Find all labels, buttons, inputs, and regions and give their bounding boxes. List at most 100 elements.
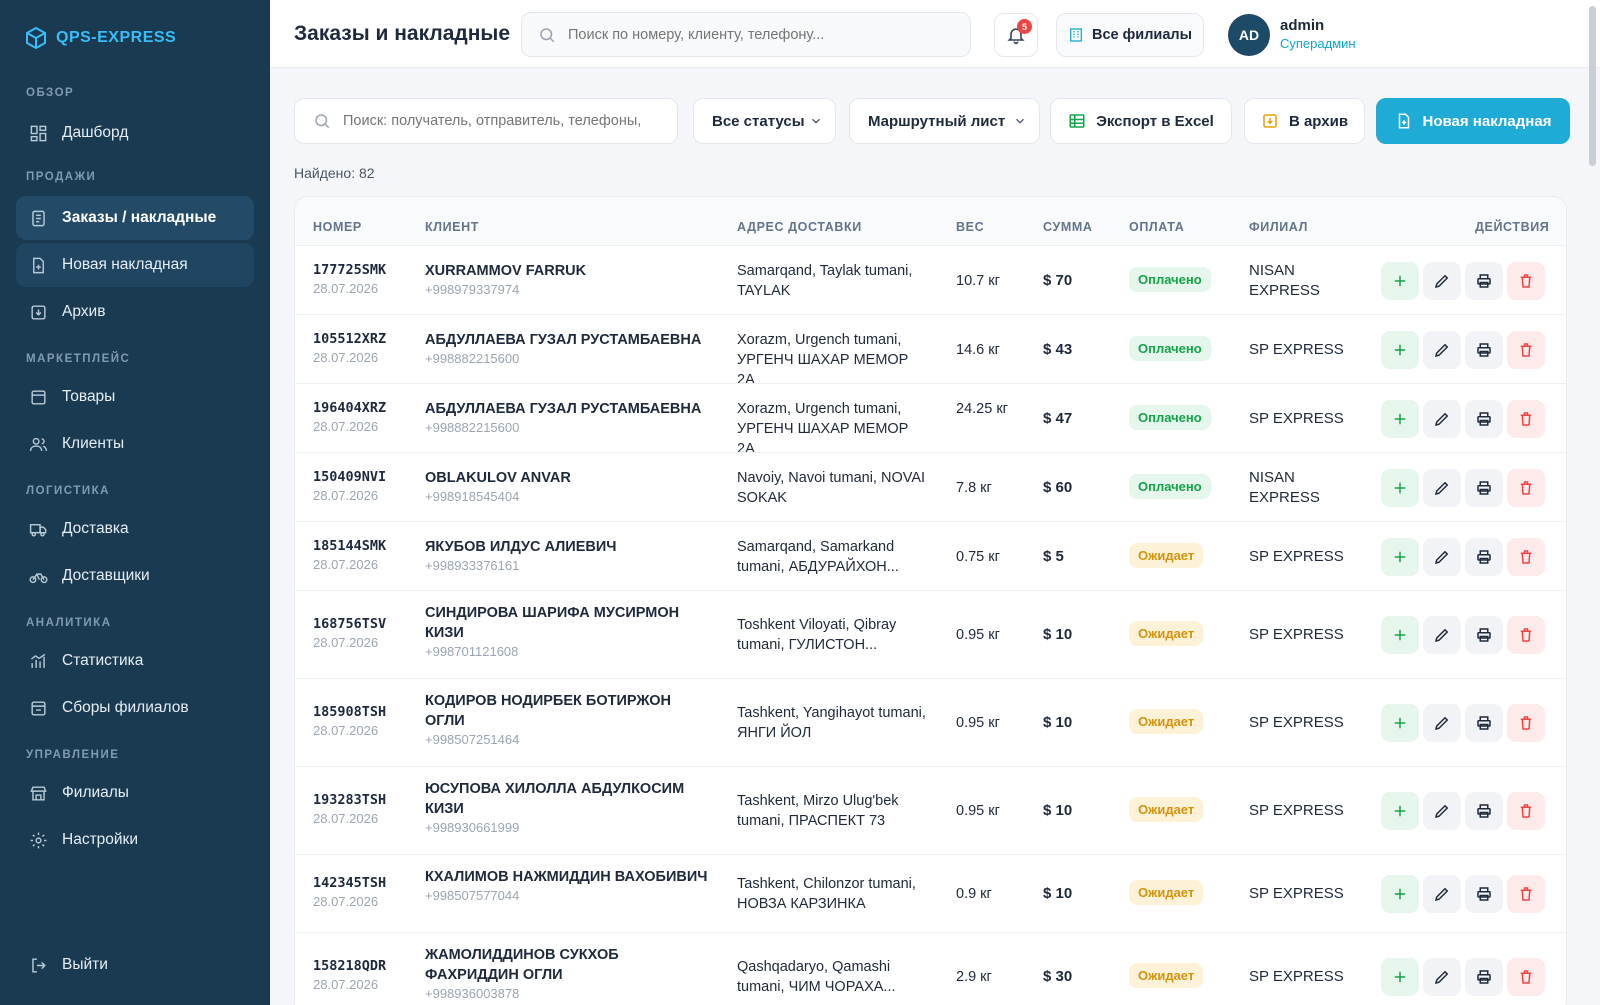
print-button[interactable] <box>1465 330 1503 369</box>
status-select[interactable]: Все статусы <box>693 98 836 144</box>
sidebar-item-products[interactable]: Товары <box>16 375 254 419</box>
order-number[interactable]: 150409NVI <box>313 468 387 485</box>
order-number[interactable]: 196404XRZ <box>313 399 387 416</box>
print-button[interactable] <box>1465 616 1503 654</box>
delete-button[interactable] <box>1507 261 1545 300</box>
sidebar-item-dashboard[interactable]: Дашборд <box>16 111 254 155</box>
avatar[interactable]: AD <box>1228 14 1270 56</box>
sidebar-item-branch-collections[interactable]: Сборы филиалов <box>16 686 254 730</box>
edit-button[interactable] <box>1423 704 1461 742</box>
print-button[interactable] <box>1465 261 1503 300</box>
delivery-address: Tashkent, Chilonzor tumani, НОВЗА КАРЗИН… <box>737 876 916 912</box>
table-row[interactable]: 185908TSH 28.07.2026 КОДИРОВ НОДИРБЕК БОТИ… <box>295 678 1566 766</box>
print-button[interactable] <box>1465 399 1503 438</box>
column-header-branch[interactable]: ФИЛИАЛ <box>1249 220 1308 234</box>
delete-button[interactable] <box>1507 616 1545 654</box>
print-button[interactable] <box>1465 704 1503 742</box>
print-button[interactable] <box>1465 468 1503 507</box>
to-archive-button[interactable]: В архив <box>1244 98 1365 144</box>
branch-filter-button[interactable]: Все филиалы <box>1056 13 1204 57</box>
column-header-address[interactable]: АДРЕС ДОСТАВКИ <box>737 220 862 234</box>
sidebar-item-branches[interactable]: Филиалы <box>16 771 254 815</box>
global-search[interactable] <box>521 12 971 57</box>
table-row[interactable]: 158218QDR 28.07.2026 ЖАМОЛИДДИНОВ СУКХОБ Ф… <box>295 932 1566 1005</box>
delete-button[interactable] <box>1507 537 1545 576</box>
table-row[interactable]: 193283TSH 28.07.2026 ЮСУПОВА ХИЛОЛЛА АБДУЛ… <box>295 766 1566 854</box>
sidebar-item-clients[interactable]: Клиенты <box>16 422 254 466</box>
order-number[interactable]: 168756TSV <box>313 616 387 632</box>
new-invoice-button[interactable]: Новая накладная <box>1376 98 1570 144</box>
add-item-button[interactable] <box>1381 399 1419 438</box>
order-date: 28.07.2026 <box>313 556 379 572</box>
add-item-button[interactable] <box>1381 704 1419 742</box>
add-item-button[interactable] <box>1381 261 1419 300</box>
sidebar-item-settings[interactable]: Настройки <box>16 818 254 862</box>
notifications-button[interactable]: 5 <box>994 13 1038 57</box>
new-invoice-label: Новая накладная <box>1422 112 1552 130</box>
order-number[interactable]: 185144SMK <box>313 537 387 554</box>
print-button[interactable] <box>1465 537 1503 576</box>
sidebar-item-orders[interactable]: Заказы / накладные <box>16 196 254 240</box>
add-item-button[interactable] <box>1381 616 1419 654</box>
global-search-input[interactable] <box>568 26 948 43</box>
bike-icon <box>28 566 48 586</box>
column-header-number[interactable]: НОМЕР <box>313 220 362 234</box>
table-search-input[interactable] <box>343 113 673 129</box>
column-header-weight[interactable]: ВЕС <box>956 220 985 234</box>
table-row[interactable]: 177725SMK 28.07.2026 XURRAMMOV FARRUK +9989… <box>295 245 1566 314</box>
pencil-icon <box>1433 548 1451 566</box>
order-number[interactable]: 177725SMK <box>313 261 387 278</box>
edit-button[interactable] <box>1423 875 1461 913</box>
table-row[interactable]: 105512XRZ 28.07.2026 АБДУЛЛАЕВА ГУЗАЛ РУСТ… <box>295 314 1566 388</box>
column-header-client[interactable]: КЛИЕНТ <box>425 220 479 234</box>
table-row[interactable]: 196404XRZ 28.07.2026 АБДУЛЛАЕВА ГУЗАЛ РУСТ… <box>295 383 1566 457</box>
edit-button[interactable] <box>1423 399 1461 438</box>
delete-button[interactable] <box>1507 958 1545 996</box>
order-number[interactable]: 105512XRZ <box>313 330 387 347</box>
delete-button[interactable] <box>1507 792 1545 830</box>
add-item-button[interactable] <box>1381 468 1419 507</box>
add-item-button[interactable] <box>1381 792 1419 830</box>
logo[interactable]: QPS-EXPRESS <box>24 26 176 50</box>
print-button[interactable] <box>1465 958 1503 996</box>
sidebar-item-new-invoice[interactable]: Новая накладная <box>16 243 254 287</box>
edit-button[interactable] <box>1423 958 1461 996</box>
sidebar-item-couriers[interactable]: Доставщики <box>16 554 254 598</box>
sidebar-item-statistics[interactable]: Статистика <box>16 639 254 683</box>
edit-button[interactable] <box>1423 468 1461 507</box>
column-header-payment[interactable]: ОПЛАТА <box>1129 220 1185 234</box>
order-number[interactable]: 142345TSH <box>313 875 387 891</box>
table-row[interactable]: 168756TSV 28.07.2026 СИНДИРОВА ШАРИФА МУСИ… <box>295 590 1566 678</box>
edit-button[interactable] <box>1423 792 1461 830</box>
delete-button[interactable] <box>1507 875 1545 913</box>
delete-button[interactable] <box>1507 704 1545 742</box>
sidebar-item-archive[interactable]: Архив <box>16 290 254 334</box>
delete-button[interactable] <box>1507 399 1545 438</box>
logout-button[interactable]: Выйти <box>16 943 254 987</box>
table-row[interactable]: 150409NVI 28.07.2026 OBLAKULOV ANVAR +99891… <box>295 452 1566 521</box>
print-button[interactable] <box>1465 792 1503 830</box>
table-search[interactable] <box>294 98 678 144</box>
order-number[interactable]: 193283TSH <box>313 792 387 808</box>
column-header-sum[interactable]: СУММА <box>1043 220 1093 234</box>
edit-button[interactable] <box>1423 330 1461 369</box>
delete-button[interactable] <box>1507 330 1545 369</box>
export-excel-button[interactable]: Экспорт в Excel <box>1050 98 1232 144</box>
delete-button[interactable] <box>1507 468 1545 507</box>
sidebar-item-delivery[interactable]: Доставка <box>16 507 254 551</box>
order-number[interactable]: 185908TSH <box>313 704 387 720</box>
table-row[interactable]: 142345TSH 28.07.2026 КХАЛИМОВ НАЖМИДДИН ВА… <box>295 854 1566 932</box>
edit-button[interactable] <box>1423 261 1461 300</box>
add-item-button[interactable] <box>1381 330 1419 369</box>
route-sheet-select[interactable]: Маршрутный лист <box>849 98 1040 144</box>
page-scrollbar[interactable] <box>1589 6 1596 166</box>
add-item-button[interactable] <box>1381 875 1419 913</box>
table-row[interactable]: 185144SMK 28.07.2026 ЯКУБОВ ИЛДУС АЛИЕВИЧ +… <box>295 521 1566 590</box>
print-button[interactable] <box>1465 875 1503 913</box>
add-item-button[interactable] <box>1381 958 1419 996</box>
edit-button[interactable] <box>1423 616 1461 654</box>
delivery-address: Samarqand, Samarkand tumani, АБДУРАЙХОН.… <box>737 538 899 575</box>
edit-button[interactable] <box>1423 537 1461 576</box>
order-number[interactable]: 158218QDR <box>313 958 387 974</box>
add-item-button[interactable] <box>1381 537 1419 576</box>
